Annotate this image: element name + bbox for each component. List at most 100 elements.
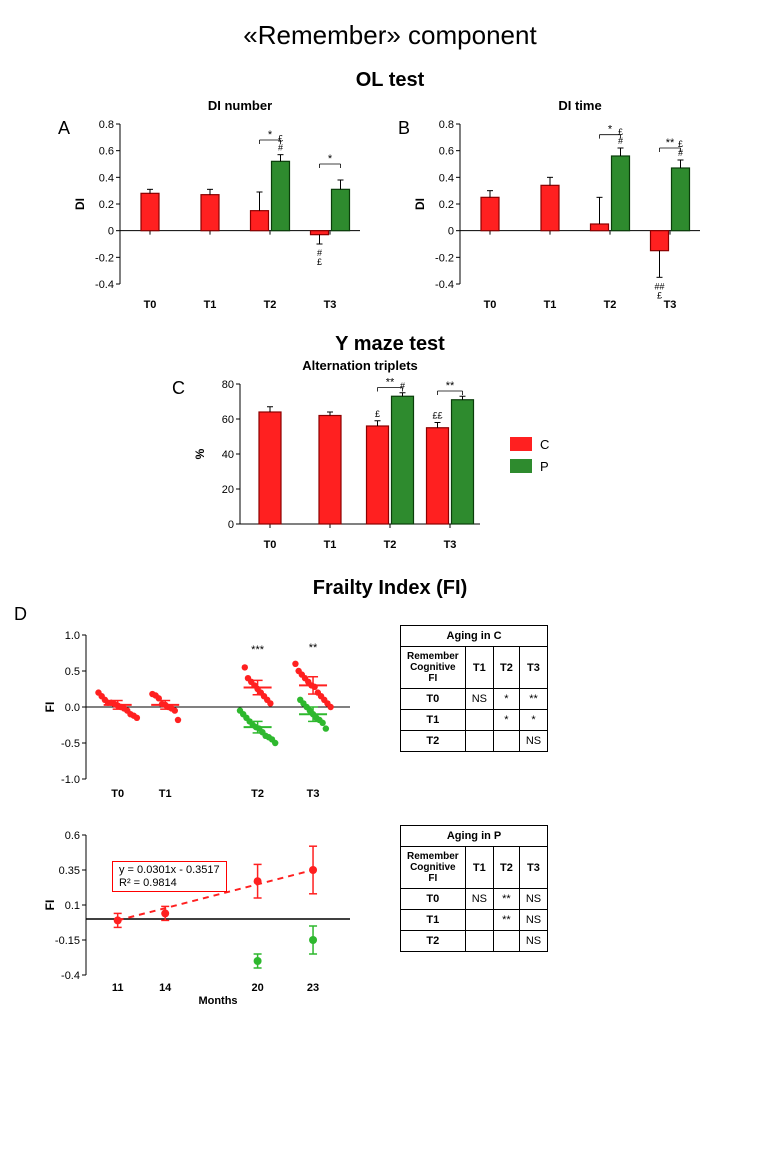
svg-text:T0: T0 xyxy=(484,299,497,311)
svg-text:T3: T3 xyxy=(664,299,677,311)
legend-svg: CP xyxy=(510,431,590,481)
svg-text:**: ** xyxy=(666,137,675,149)
svg-text:*: * xyxy=(268,129,273,141)
svg-text:0.2: 0.2 xyxy=(99,199,114,211)
svg-text:T2: T2 xyxy=(264,299,277,311)
svg-text:T2: T2 xyxy=(251,788,264,800)
svg-text:14: 14 xyxy=(159,982,172,994)
svg-text:Alternation triplets: Alternation triplets xyxy=(302,358,418,373)
table-aging-c: Aging in CRememberCognitiveFIT1T2T3T0NS*… xyxy=(400,625,548,752)
panel-a-label: A xyxy=(58,118,70,139)
svg-text:0.5: 0.5 xyxy=(65,666,80,678)
page: «Remember» component OL test A DI number… xyxy=(0,20,780,1010)
svg-text:%: % xyxy=(193,448,207,459)
svg-text:40: 40 xyxy=(222,449,234,461)
panel-b-label: B xyxy=(398,118,410,139)
svg-text:0.4: 0.4 xyxy=(439,172,454,184)
svg-text:Months: Months xyxy=(198,995,237,1007)
svg-text:0: 0 xyxy=(448,226,454,238)
chart-c: Alternation triplets%020406080T0T1T2T3££… xyxy=(190,356,490,556)
row-c: C Alternation triplets% 0 20 40 60 80 T0 T1 T2 T3… xyxy=(0,356,780,561)
svg-text:T2: T2 xyxy=(604,299,617,311)
panel-d: D -1.0-0.50.00.51.0FIT0T1T2T3***** Aging… xyxy=(40,604,780,1010)
svg-text:**: ** xyxy=(446,380,455,392)
svg-text:C: C xyxy=(540,437,549,452)
regression-equation: y = 0.0301x - 0.3517 R² = 0.9814 xyxy=(112,861,227,892)
svg-text:**: ** xyxy=(309,642,318,654)
svg-text:-0.4: -0.4 xyxy=(435,279,454,291)
row-d2: -0.4-0.150.10.350.6FI11142023Months y = … xyxy=(40,825,780,1010)
svg-text:#: # xyxy=(278,143,283,153)
svg-text:DI: DI xyxy=(73,198,87,210)
frailty-header: Frailty Index (FI) xyxy=(0,577,780,600)
svg-text:£: £ xyxy=(678,139,683,149)
svg-text:-0.15: -0.15 xyxy=(55,935,80,947)
svg-text:T0: T0 xyxy=(264,539,277,551)
svg-text:***: *** xyxy=(251,644,265,656)
main-title: «Remember» component xyxy=(0,20,780,51)
ol-test-header: OL test xyxy=(0,69,780,92)
svg-text:0.8: 0.8 xyxy=(99,119,114,131)
svg-text:T2: T2 xyxy=(384,539,397,551)
svg-text:**: ** xyxy=(386,377,395,389)
svg-text:T0: T0 xyxy=(144,299,157,311)
row-d1: -1.0-0.50.00.51.0FIT0T1T2T3***** Aging i… xyxy=(40,625,780,805)
svg-text:0.6: 0.6 xyxy=(439,146,454,158)
svg-text:0.1: 0.1 xyxy=(65,900,80,912)
svg-text:-0.4: -0.4 xyxy=(61,970,80,982)
panel-c-label: C xyxy=(172,378,185,399)
panel-a: A DI numberDI-0.4-0.200.20.40.60.8T0T1T2… xyxy=(70,96,370,321)
svg-text:T1: T1 xyxy=(204,299,217,311)
svg-text:T1: T1 xyxy=(544,299,557,311)
svg-text:P: P xyxy=(540,459,549,474)
svg-text:-1.0: -1.0 xyxy=(61,774,80,786)
panel-c: C Alternation triplets%020406080T0T1T2T3… xyxy=(190,356,490,561)
svg-text:0.6: 0.6 xyxy=(99,146,114,158)
svg-text:-0.5: -0.5 xyxy=(61,738,80,750)
chart-d-regression: -0.4-0.150.10.350.6FI11142023Months xyxy=(40,825,360,1005)
chart-d-scatter: -1.0-0.50.00.51.0FIT0T1T2T3***** xyxy=(40,625,360,805)
chart-a: DI number DI -0.4 -0.2 0 0.2 0.4 0.6 0.8 T0 T1 T2 T3… xyxy=(70,96,370,316)
svg-text:£: £ xyxy=(375,409,380,419)
svg-text:-0.2: -0.2 xyxy=(435,252,454,264)
svg-text:80: 80 xyxy=(222,379,234,391)
svg-text:20: 20 xyxy=(222,484,234,496)
svg-text:0.0: 0.0 xyxy=(65,702,80,714)
svg-text:20: 20 xyxy=(251,982,263,994)
legend: CP xyxy=(510,431,590,486)
chart-d-reg-wrap: -0.4-0.150.10.350.6FI11142023Months y = … xyxy=(40,825,360,1010)
svg-text:T3: T3 xyxy=(307,788,320,800)
svg-text:0.6: 0.6 xyxy=(65,830,80,842)
svg-text:££: ££ xyxy=(432,411,442,421)
svg-text:£: £ xyxy=(317,257,322,267)
table-p-wrap: Aging in PRememberCognitiveFIT1T2T3T0NS*… xyxy=(400,825,548,952)
svg-text:T1: T1 xyxy=(324,539,337,551)
svg-text:23: 23 xyxy=(307,982,319,994)
svg-text:0.2: 0.2 xyxy=(439,199,454,211)
row-ab: A DI number DI -0.4 -0.2 0 0.2 0.4 0.6 0.8 T0 T1 T2… xyxy=(0,96,780,321)
svg-text:0.4: 0.4 xyxy=(99,172,114,184)
svg-text:T3: T3 xyxy=(324,299,337,311)
svg-text:*: * xyxy=(608,124,613,136)
svg-text:60: 60 xyxy=(222,414,234,426)
svg-text:DI time: DI time xyxy=(558,98,601,113)
table-aging-p: Aging in PRememberCognitiveFIT1T2T3T0NS*… xyxy=(400,825,548,952)
svg-text:T3: T3 xyxy=(444,539,457,551)
svg-text:0: 0 xyxy=(228,519,234,531)
chart-b: DI timeDI-0.4-0.200.20.40.60.8T0T1T2T3##… xyxy=(410,96,710,316)
panel-d-label: D xyxy=(14,604,27,624)
svg-text:-0.4: -0.4 xyxy=(95,279,114,291)
svg-text:11: 11 xyxy=(112,982,124,994)
svg-text:-0.2: -0.2 xyxy=(95,252,114,264)
svg-text:0: 0 xyxy=(108,226,114,238)
table-c-wrap: Aging in CRememberCognitiveFIT1T2T3T0NS*… xyxy=(400,625,548,752)
svg-text:0.8: 0.8 xyxy=(439,119,454,131)
svg-text:*: * xyxy=(328,153,333,165)
svg-text:DI: DI xyxy=(413,198,427,210)
panel-b: B DI timeDI-0.4-0.200.20.40.60.8T0T1T2T3… xyxy=(410,96,710,321)
svg-text:DI number: DI number xyxy=(208,98,272,113)
svg-text:£: £ xyxy=(657,290,662,300)
svg-text:FI: FI xyxy=(43,900,57,911)
svg-text:FI: FI xyxy=(43,702,57,713)
ymaze-header: Y maze test xyxy=(0,333,780,356)
